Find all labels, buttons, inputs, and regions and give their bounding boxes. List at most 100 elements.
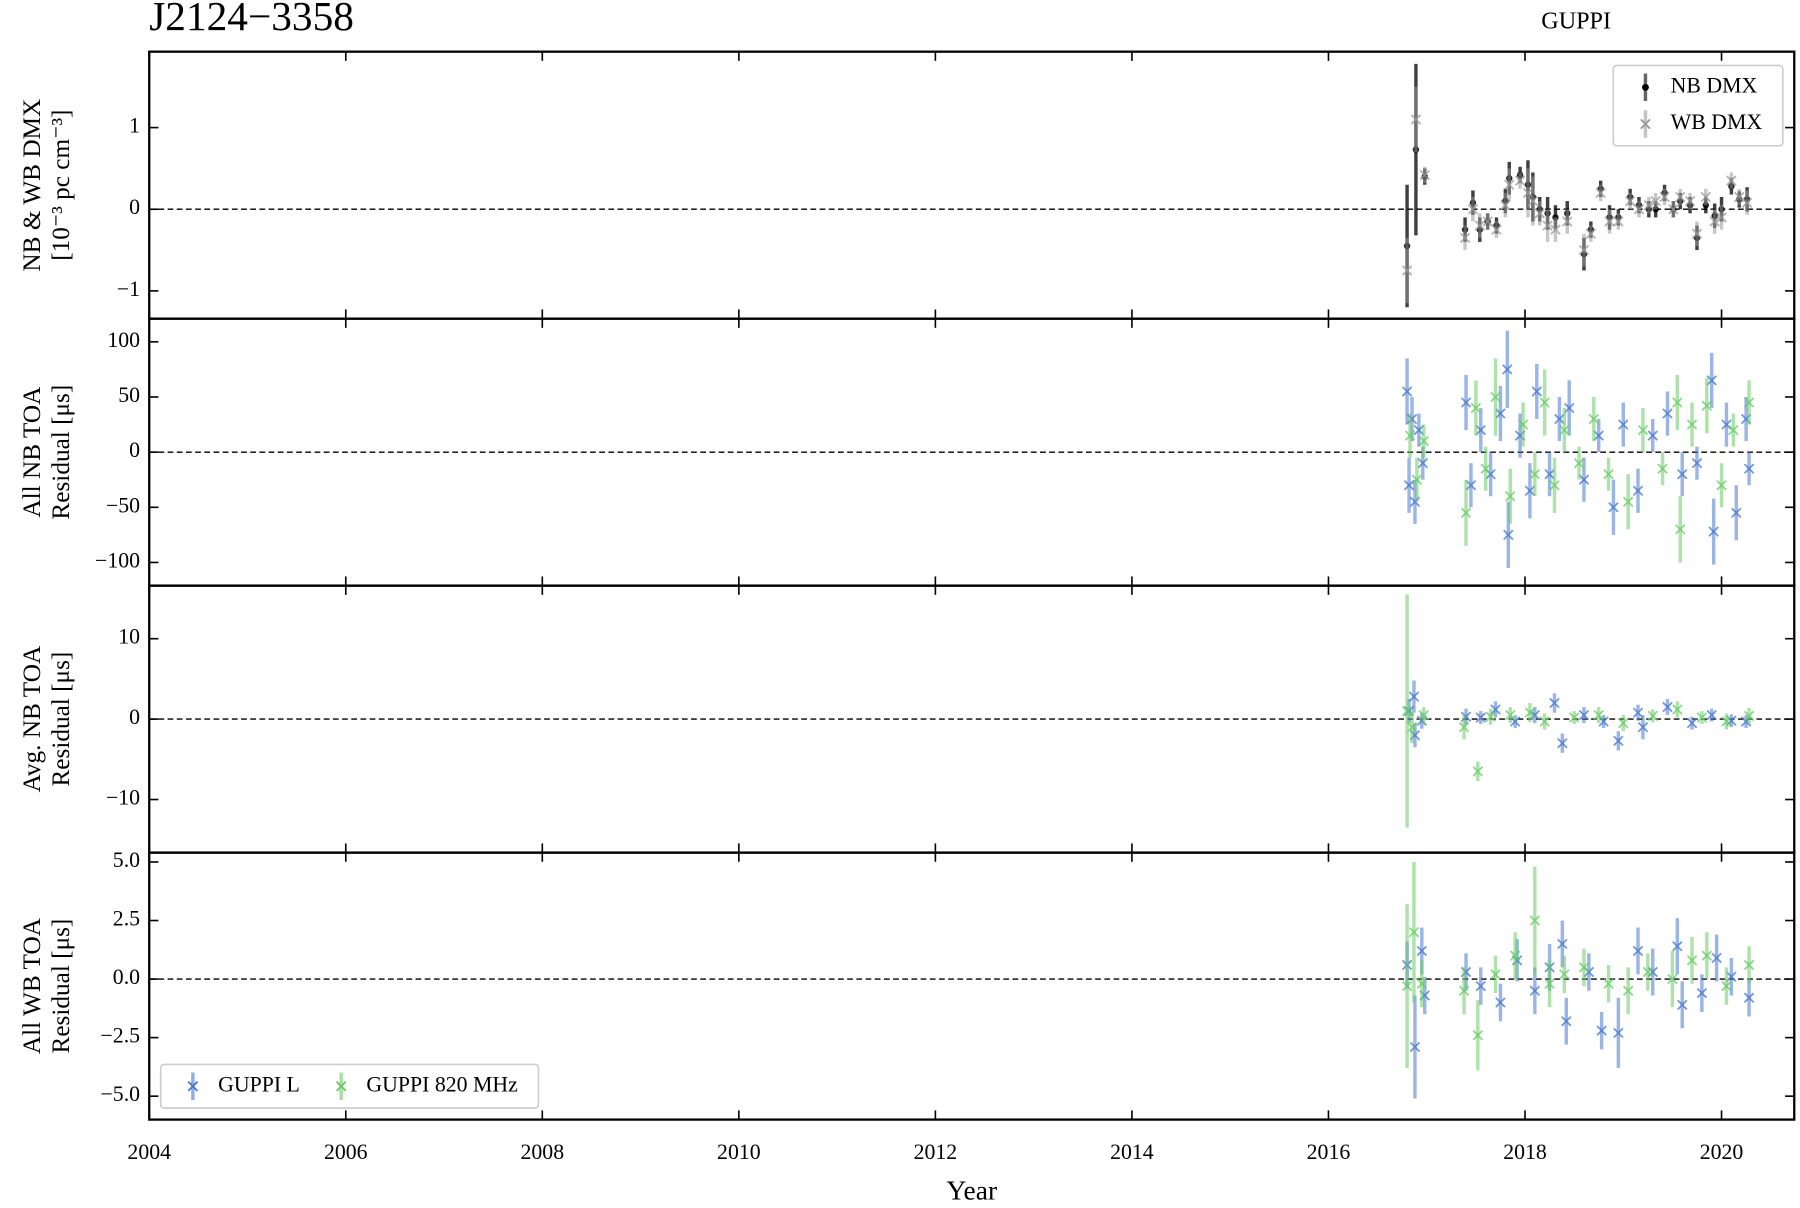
legend-label: GUPPI L [218, 1072, 300, 1096]
marker [1503, 529, 1514, 541]
marker [1701, 400, 1713, 412]
y-tick-label: −50 [106, 493, 140, 517]
marker [1502, 364, 1513, 375]
legend-label: WB DMX [1671, 110, 1763, 134]
legend: NB DMX WB DMX [1612, 64, 1784, 147]
marker [1632, 707, 1644, 718]
marker [1529, 985, 1541, 997]
marker [1604, 216, 1615, 227]
plot-area [1401, 594, 1755, 828]
x-tick-label: 2020 [1700, 1140, 1744, 1164]
marker [1401, 265, 1413, 276]
marker [1585, 228, 1597, 239]
marker [1618, 717, 1629, 729]
y-tick-label: 0 [129, 705, 140, 729]
marker [1716, 479, 1727, 491]
marker [1539, 716, 1550, 727]
marker [1675, 524, 1686, 535]
y-axis-label: Residual [μs] [47, 919, 75, 1054]
marker [1460, 397, 1472, 408]
legend-marker [1640, 118, 1651, 130]
marker [1460, 507, 1472, 519]
marker [1495, 408, 1506, 419]
marker [1659, 191, 1670, 203]
marker [1637, 721, 1649, 733]
x-axis-label: Year [946, 1174, 997, 1205]
x-tick-label: 2008 [521, 1140, 565, 1164]
marker [1691, 228, 1703, 239]
legend-label: GUPPI 820 MHz [366, 1072, 518, 1096]
marker [1708, 526, 1719, 537]
marker [1721, 980, 1732, 992]
marker [1557, 938, 1568, 950]
marker [1726, 175, 1737, 186]
marker [1657, 463, 1668, 474]
marker [1608, 502, 1619, 513]
marker [1416, 945, 1428, 957]
marker [1733, 191, 1745, 203]
y-axis-label: All NB TOA [18, 386, 46, 518]
y-axis-label: Residual [μs] [47, 652, 75, 787]
marker [1686, 419, 1698, 430]
marker [1404, 430, 1416, 441]
marker [1544, 468, 1555, 480]
y-tick-label: 50 [118, 383, 140, 407]
marker [1711, 952, 1722, 964]
chart-title: J2124−3358 [149, 0, 354, 39]
marker [1495, 997, 1506, 1008]
marker [1662, 408, 1673, 419]
marker [1490, 704, 1501, 715]
marker [1637, 424, 1649, 436]
marker [1416, 978, 1428, 989]
marker [1691, 457, 1703, 469]
marker [1632, 945, 1644, 957]
marker [1726, 971, 1737, 982]
marker [1470, 402, 1482, 414]
marker [1603, 978, 1614, 989]
marker [1573, 457, 1585, 469]
marker [1475, 424, 1487, 436]
panel-frame [148, 50, 1796, 320]
marker [1418, 709, 1430, 721]
marker [1475, 712, 1487, 723]
marker [1409, 1041, 1421, 1053]
marker [1559, 969, 1570, 980]
marker [1622, 496, 1634, 508]
marker [1696, 987, 1708, 999]
y-tick-label: 5.0 [113, 848, 140, 872]
y-tick-label: 10 [118, 625, 140, 649]
marker [1668, 204, 1679, 215]
marker [1474, 220, 1486, 231]
marker [1700, 191, 1712, 203]
marker [1482, 216, 1493, 227]
marker [1588, 413, 1600, 425]
marker [1550, 224, 1561, 235]
marker [1743, 959, 1755, 971]
marker [1417, 457, 1429, 469]
x-tick-label: 2010 [717, 1140, 761, 1164]
legend-marker [335, 1081, 347, 1092]
marker [1408, 691, 1420, 702]
marker [1632, 485, 1644, 496]
marker [1721, 716, 1732, 727]
marker [1529, 915, 1541, 926]
marker [1593, 709, 1604, 721]
marker [1559, 424, 1570, 436]
marker [1467, 204, 1479, 215]
marker [1595, 187, 1606, 199]
legend: GUPPI L GUPPI 820 MHz [159, 1063, 540, 1109]
plot-area [1401, 63, 1753, 308]
marker [1557, 737, 1568, 749]
marker [1504, 179, 1515, 190]
marker [1403, 479, 1415, 491]
marker [1593, 430, 1604, 441]
marker [1731, 507, 1742, 519]
marker [1672, 704, 1683, 715]
marker [1544, 978, 1555, 989]
annotation: GUPPI [1541, 8, 1611, 34]
plot-area [1401, 330, 1755, 568]
y-tick-label: 0 [129, 438, 140, 462]
y-tick-label: −10 [106, 786, 140, 810]
